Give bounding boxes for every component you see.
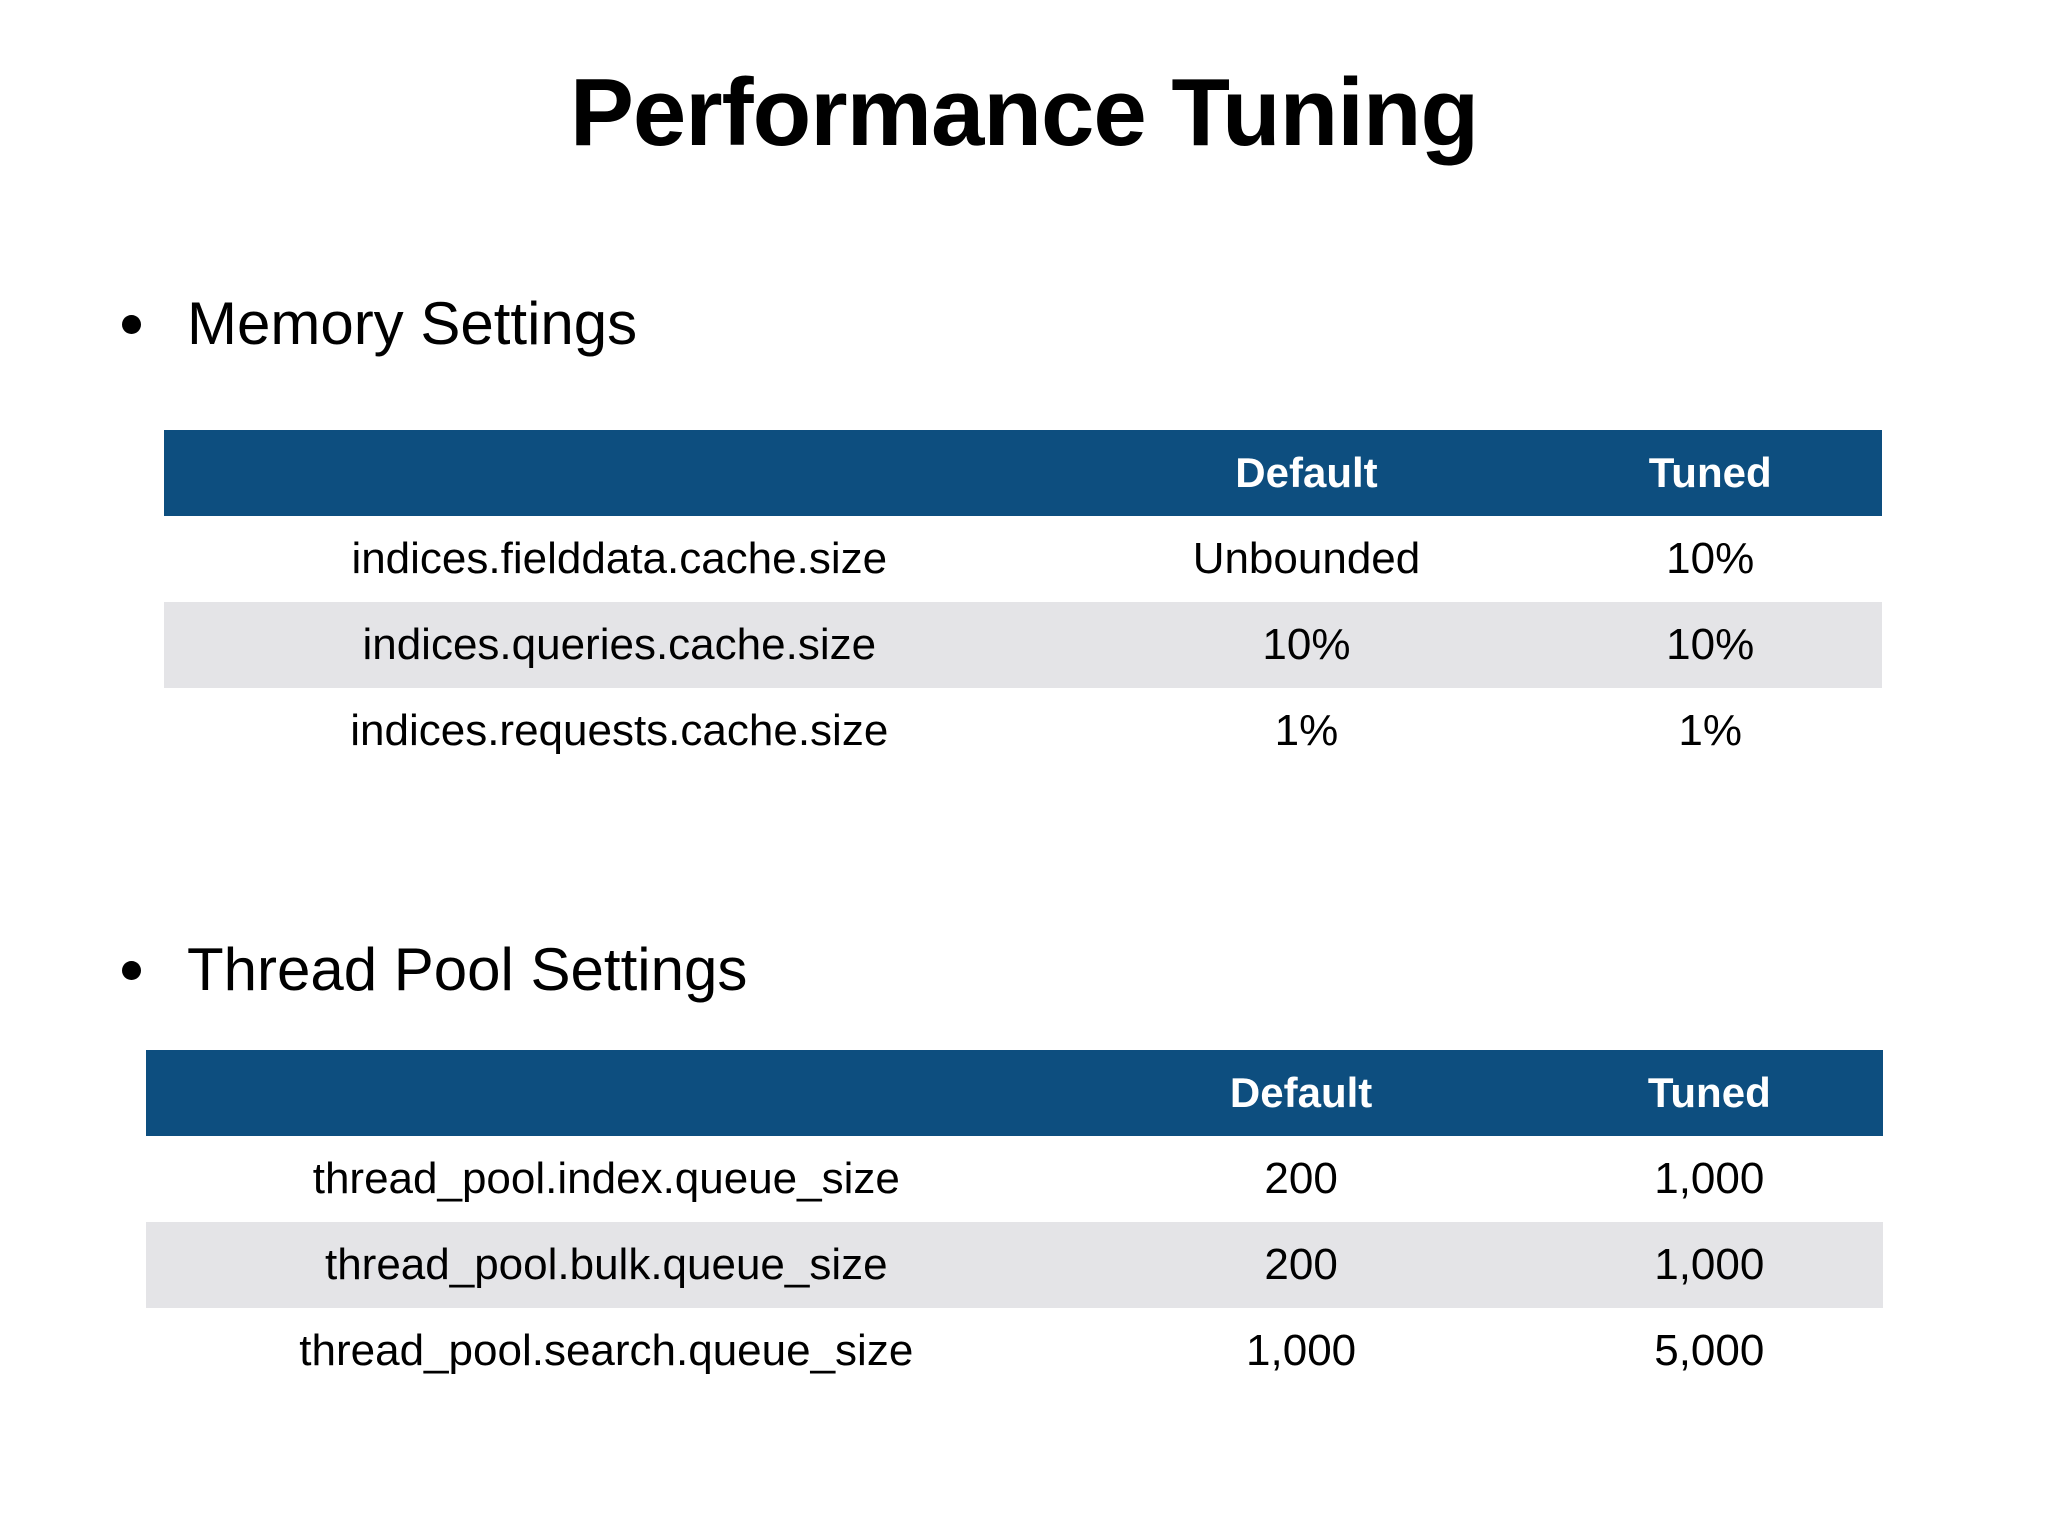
table-header-row: Default Tuned bbox=[164, 430, 1882, 516]
default-value-cell: 200 bbox=[1264, 1240, 1338, 1289]
table-row: thread_pool.bulk.queue_size 200 1,000 bbox=[146, 1222, 1883, 1308]
tuned-value-cell: 1% bbox=[1678, 706, 1742, 755]
setting-name-cell: indices.fielddata.cache.size bbox=[351, 534, 888, 583]
tuned-value-cell: 1,000 bbox=[1654, 1240, 1765, 1289]
setting-name-cell: thread_pool.bulk.queue_size bbox=[324, 1240, 888, 1289]
table-row: indices.requests.cache.size 1% 1% bbox=[164, 688, 1882, 774]
tuned-value-cell: 10% bbox=[1666, 620, 1755, 669]
setting-name-cell: thread_pool.search.queue_size bbox=[299, 1326, 914, 1375]
header-cell-default: Default bbox=[1229, 1069, 1373, 1116]
tuned-value-cell: 5,000 bbox=[1654, 1326, 1765, 1375]
section-heading: Thread Pool Settings bbox=[187, 936, 748, 1003]
default-value-cell: 1% bbox=[1274, 706, 1339, 755]
header-cell-setting bbox=[164, 430, 1075, 516]
section-thread-pool-settings-heading: Thread Pool Settings bbox=[122, 934, 747, 1006]
section-heading: Memory Settings bbox=[187, 290, 638, 357]
default-value-cell: 200 bbox=[1264, 1154, 1338, 1203]
table-row: thread_pool.index.queue_size 200 1,000 bbox=[146, 1136, 1883, 1222]
table-row: indices.queries.cache.size 10% 10% bbox=[164, 602, 1882, 688]
slide-title: Performance Tuning bbox=[569, 59, 1479, 166]
tuned-value-cell: 1,000 bbox=[1654, 1154, 1765, 1203]
header-cell-default: Default bbox=[1235, 449, 1378, 496]
tuned-value-cell: 10% bbox=[1666, 534, 1755, 583]
thread-pool-settings-table: Default Tuned thread_pool.index.queue_si… bbox=[146, 1050, 1883, 1394]
setting-name-cell: indices.queries.cache.size bbox=[362, 620, 877, 669]
default-value-cell: Unbounded bbox=[1192, 534, 1421, 583]
section-memory-settings-heading: Memory Settings bbox=[122, 288, 637, 360]
default-value-cell: 1,000 bbox=[1246, 1326, 1357, 1375]
table-row: thread_pool.search.queue_size 1,000 5,00… bbox=[146, 1308, 1883, 1394]
header-cell-setting bbox=[146, 1050, 1067, 1136]
default-value-cell: 10% bbox=[1262, 620, 1351, 669]
header-cell-tuned: Tuned bbox=[1648, 449, 1772, 496]
memory-settings-table: Default Tuned indices.fielddata.cache.si… bbox=[164, 430, 1882, 774]
setting-name-cell: indices.requests.cache.size bbox=[350, 706, 889, 755]
header-cell-tuned: Tuned bbox=[1647, 1069, 1771, 1116]
table-row: indices.fielddata.cache.size Unbounded 1… bbox=[164, 516, 1882, 602]
bullet-icon bbox=[122, 960, 141, 980]
bullet-icon bbox=[122, 314, 141, 334]
table-header-row: Default Tuned bbox=[146, 1050, 1883, 1136]
setting-name-cell: thread_pool.index.queue_size bbox=[312, 1154, 900, 1203]
